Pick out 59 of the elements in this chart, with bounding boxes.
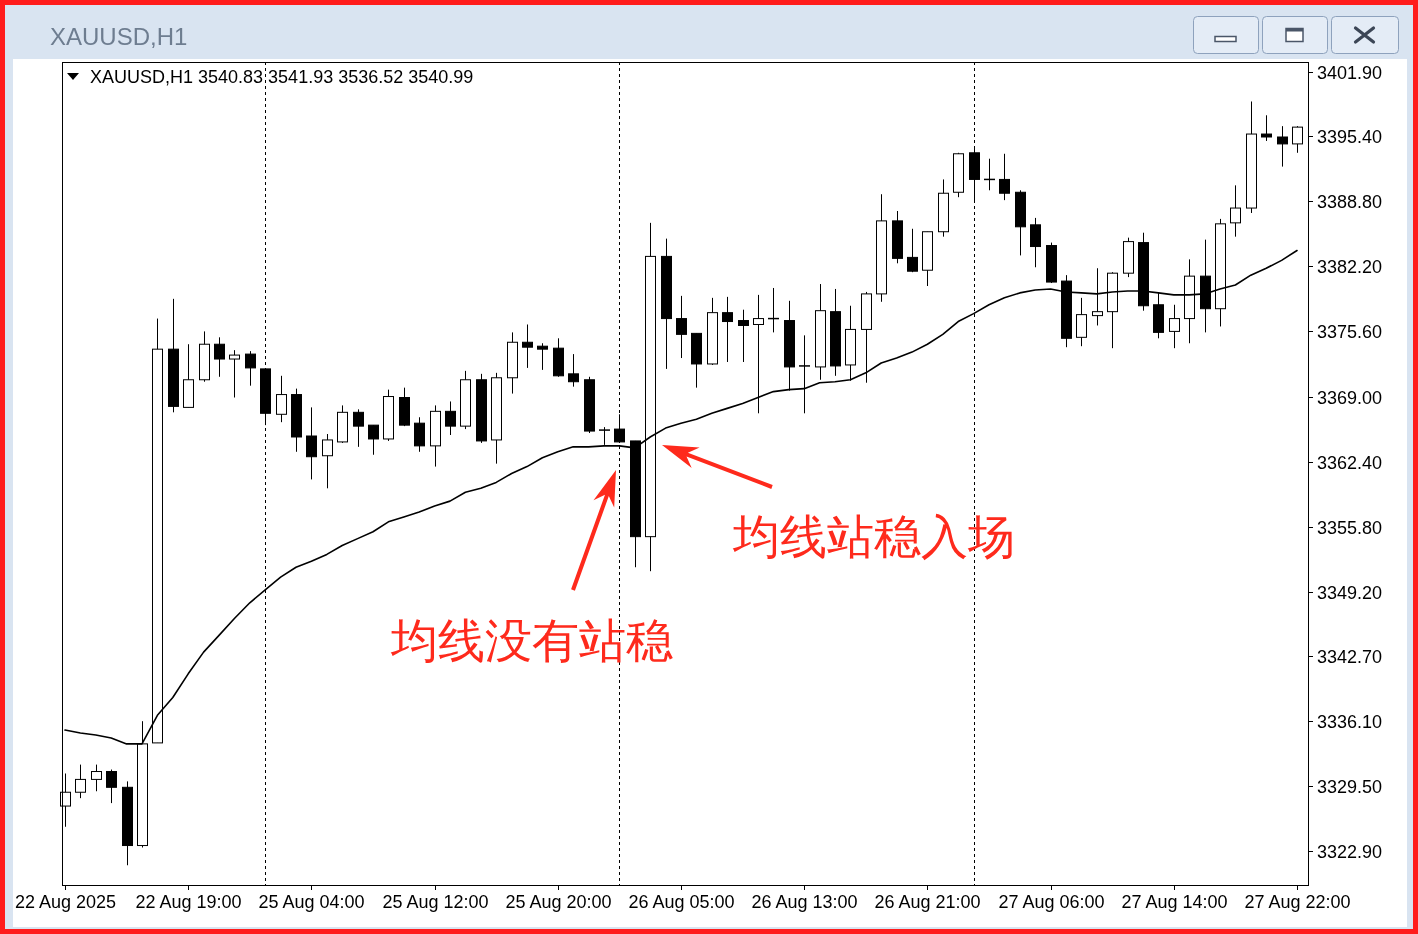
candlestick	[1230, 184, 1241, 238]
candlestick	[106, 769, 117, 804]
candlestick	[753, 294, 764, 414]
candlestick	[353, 408, 364, 448]
y-tick-label: 3336.10	[1317, 711, 1383, 732]
chart-title: XAUUSD,H1	[50, 23, 188, 50]
chart-subtitle: XAUUSD,H1 3540.83 3541.93 3536.52 3540.99	[90, 67, 474, 87]
candlestick	[414, 416, 425, 453]
y-tick-label: 3369.00	[1317, 387, 1383, 408]
candlestick	[1092, 267, 1103, 326]
candlestick	[276, 375, 287, 423]
y-tick-label: 3388.80	[1317, 191, 1383, 212]
candlestick	[214, 336, 225, 378]
candlestick	[1277, 125, 1288, 168]
candlestick	[676, 295, 687, 359]
annotation: 均线站稳入场	[732, 509, 1015, 564]
candlestick	[306, 406, 317, 480]
y-tick-label: 3342.70	[1317, 646, 1383, 667]
annotation: 均线没有站稳	[390, 613, 673, 668]
candlestick	[522, 323, 533, 369]
y-tick-label: 3355.80	[1317, 517, 1383, 538]
candlestick	[1292, 125, 1303, 154]
x-tick-label: 27 Aug 06:00	[998, 892, 1105, 912]
y-tick-label: 3375.60	[1317, 321, 1383, 342]
y-tick-label: 3395.40	[1317, 126, 1383, 147]
y-tick-label: 3329.50	[1317, 776, 1383, 797]
candlestick	[229, 349, 240, 399]
x-tick-label: 27 Aug 14:00	[1121, 892, 1228, 912]
x-tick-label: 25 Aug 04:00	[258, 892, 365, 912]
candlestick	[1076, 297, 1087, 347]
y-tick-label: 3349.20	[1317, 582, 1383, 603]
candlestick	[907, 228, 918, 273]
candlestick	[568, 353, 579, 388]
x-tick-label: 25 Aug 20:00	[505, 892, 612, 912]
y-tick-label: 3382.20	[1317, 256, 1383, 277]
x-tick-label: 22 Aug 2025	[14, 892, 117, 912]
candlestick	[1169, 304, 1180, 349]
candlestick	[999, 153, 1010, 201]
candlestick	[798, 334, 811, 414]
x-tick-label: 27 Aug 22:00	[1244, 892, 1351, 912]
candlestick	[322, 433, 333, 489]
y-tick-label: 3362.40	[1317, 452, 1383, 473]
y-tick-label: 3401.90	[1317, 62, 1383, 83]
y-tick-label: 3322.90	[1317, 841, 1383, 862]
candlestick	[722, 296, 733, 363]
candlestick	[91, 764, 102, 792]
candlestick	[368, 424, 379, 456]
candlestick	[75, 764, 86, 799]
candlestick	[1261, 114, 1272, 142]
x-tick-label: 26 Aug 21:00	[874, 892, 981, 912]
candlestick	[245, 350, 256, 387]
x-tick-label: 26 Aug 13:00	[751, 892, 858, 912]
x-tick-label: 25 Aug 12:00	[382, 892, 489, 912]
x-tick-label: 22 Aug 19:00	[135, 892, 242, 912]
candlestick	[1030, 217, 1041, 268]
candlestick	[537, 342, 548, 371]
candlestick	[738, 309, 749, 363]
x-tick-label: 26 Aug 05:00	[628, 892, 735, 912]
candlestick	[445, 400, 456, 436]
